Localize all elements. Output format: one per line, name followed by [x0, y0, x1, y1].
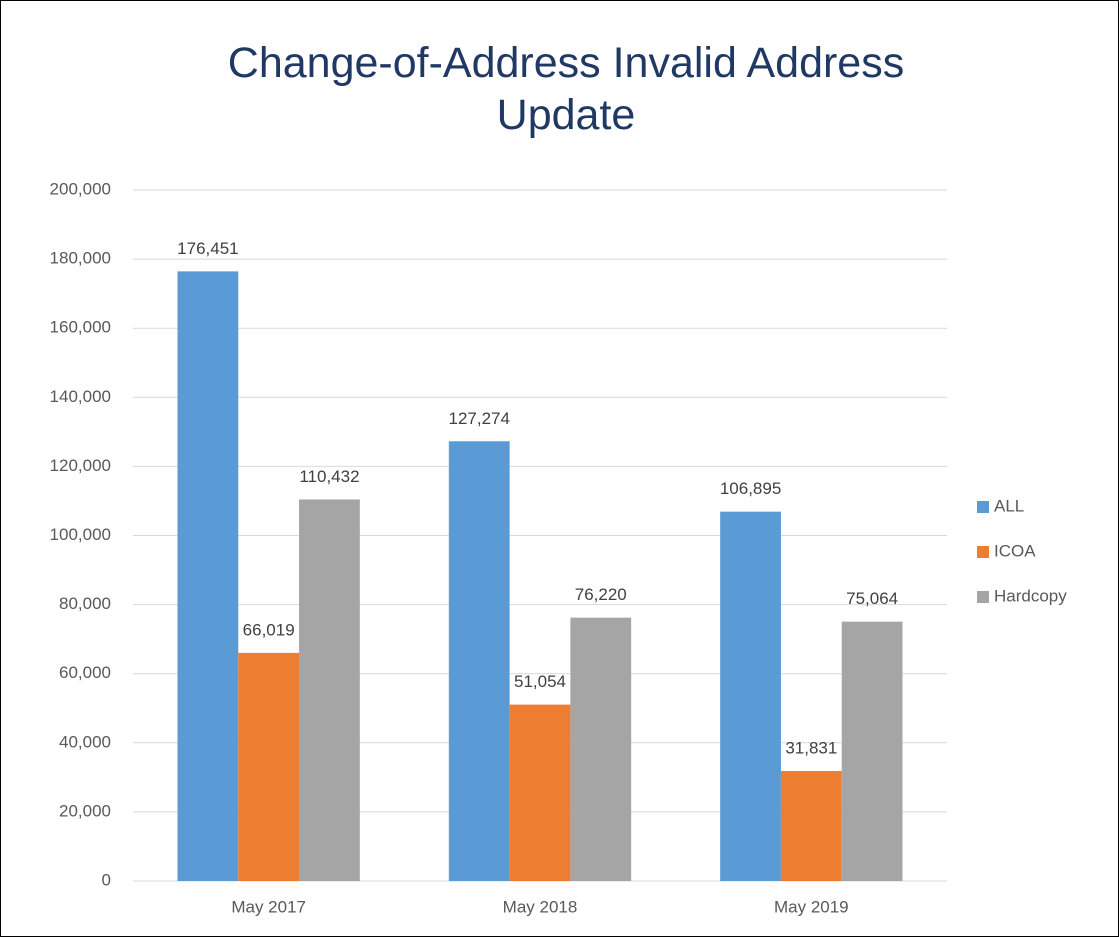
value-label: 66,019 — [243, 620, 295, 639]
bar — [299, 499, 360, 881]
bar — [509, 704, 571, 881]
legend-label: Hardcopy — [994, 586, 1067, 605]
bar — [841, 621, 903, 881]
bar — [780, 771, 842, 881]
x-tick-label: May 2019 — [774, 897, 849, 916]
value-label: 176,451 — [177, 239, 238, 258]
legend-label: ICOA — [994, 541, 1036, 560]
y-tick-label: 140,000 — [50, 387, 111, 406]
y-tick-label: 120,000 — [50, 456, 111, 475]
value-label: 127,274 — [448, 409, 509, 428]
y-tick-label: 0 — [102, 870, 111, 889]
bar — [570, 617, 632, 881]
legend-swatch — [977, 546, 989, 558]
y-tick-label: 40,000 — [59, 732, 111, 751]
legend-swatch — [977, 591, 989, 603]
legend-label: ALL — [994, 496, 1024, 515]
legend-swatch — [977, 501, 989, 513]
x-tick-label: May 2017 — [231, 897, 306, 916]
value-label: 76,220 — [575, 585, 627, 604]
chart-title: Change-of-Address Invalid Address Update — [227, 39, 905, 139]
value-label: 75,064 — [846, 589, 898, 608]
y-tick-label: 180,000 — [50, 249, 111, 268]
bar — [177, 271, 239, 881]
y-tick-label: 20,000 — [59, 801, 111, 820]
value-label: 110,432 — [299, 467, 359, 486]
value-label: 51,054 — [514, 672, 566, 691]
bar — [448, 441, 510, 881]
y-tick-label: 60,000 — [59, 663, 111, 682]
bar — [238, 652, 300, 881]
y-tick-label: 80,000 — [59, 594, 111, 613]
value-label: 106,895 — [720, 479, 781, 498]
y-tick-label: 200,000 — [50, 179, 111, 198]
bar — [720, 511, 781, 881]
y-tick-label: 160,000 — [50, 318, 111, 337]
y-tick-label: 100,000 — [50, 525, 111, 544]
x-tick-label: May 2018 — [503, 897, 578, 916]
value-label: 31,831 — [785, 739, 837, 758]
